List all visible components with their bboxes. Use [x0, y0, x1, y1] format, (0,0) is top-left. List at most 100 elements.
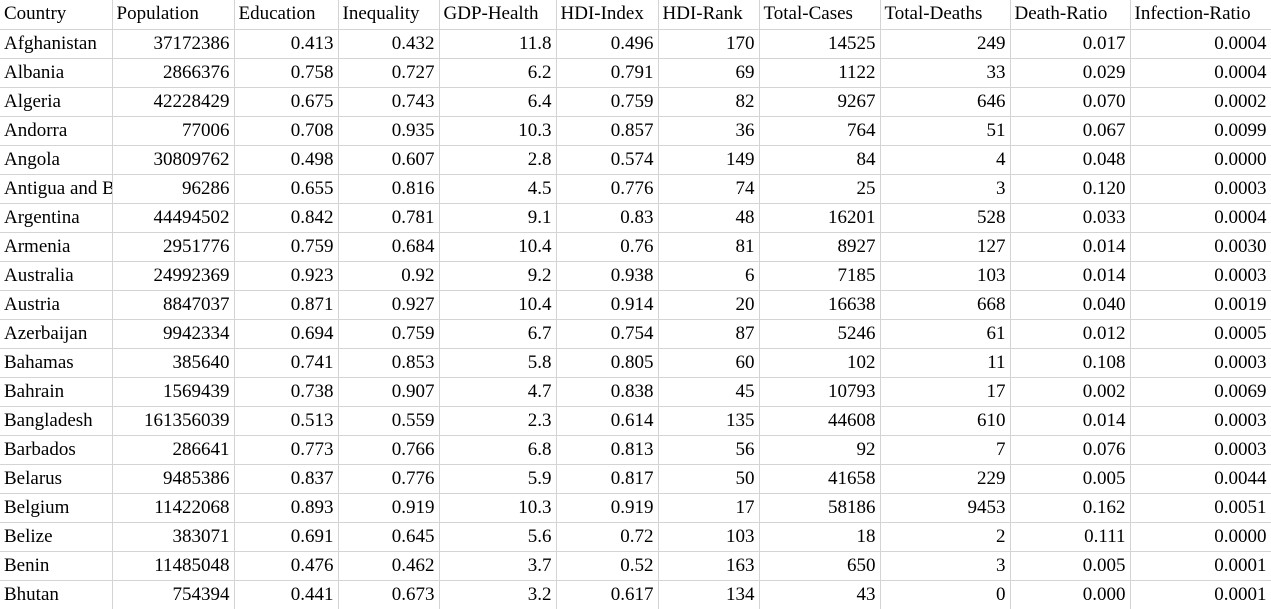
cell-hdi-rank[interactable]: 20: [657, 289, 760, 320]
cell-hdi-index[interactable]: 0.791: [555, 57, 659, 88]
cell-total-deaths[interactable]: 4: [879, 144, 1011, 175]
cell-inequality[interactable]: 0.673: [337, 579, 440, 609]
cell-death-ratio[interactable]: 0.000: [1009, 579, 1131, 609]
column-header-hdi-index[interactable]: HDI-Index: [555, 0, 659, 30]
cell-inequality[interactable]: 0.776: [337, 463, 440, 494]
cell-education[interactable]: 0.708: [233, 115, 339, 146]
cell-country[interactable]: Algeria: [0, 86, 113, 117]
cell-hdi-index[interactable]: 0.838: [555, 376, 659, 407]
cell-education[interactable]: 0.738: [233, 376, 339, 407]
cell-population[interactable]: 11422068: [111, 492, 235, 523]
cell-population[interactable]: 2866376: [111, 57, 235, 88]
cell-total-cases[interactable]: 58186: [758, 492, 881, 523]
cell-gdp-health[interactable]: 5.8: [438, 347, 557, 378]
cell-country[interactable]: Andorra: [0, 115, 113, 146]
cell-total-deaths[interactable]: 11: [879, 347, 1011, 378]
cell-hdi-index[interactable]: 0.759: [555, 86, 659, 117]
cell-total-deaths[interactable]: 17: [879, 376, 1011, 407]
cell-gdp-health[interactable]: 3.7: [438, 550, 557, 581]
cell-total-deaths[interactable]: 249: [879, 28, 1011, 59]
cell-total-cases[interactable]: 84: [758, 144, 881, 175]
cell-infection-ratio[interactable]: 0.0044: [1129, 463, 1271, 494]
cell-hdi-index[interactable]: 0.574: [555, 144, 659, 175]
cell-hdi-rank[interactable]: 87: [657, 318, 760, 349]
cell-education[interactable]: 0.675: [233, 86, 339, 117]
cell-education[interactable]: 0.498: [233, 144, 339, 175]
cell-country[interactable]: Argentina: [0, 202, 113, 233]
cell-hdi-rank[interactable]: 74: [657, 173, 760, 204]
cell-inequality[interactable]: 0.781: [337, 202, 440, 233]
cell-education[interactable]: 0.513: [233, 405, 339, 436]
cell-country[interactable]: Belize: [0, 521, 113, 552]
cell-inequality[interactable]: 0.743: [337, 86, 440, 117]
cell-total-deaths[interactable]: 668: [879, 289, 1011, 320]
cell-gdp-health[interactable]: 4.5: [438, 173, 557, 204]
cell-hdi-index[interactable]: 0.914: [555, 289, 659, 320]
cell-inequality[interactable]: 0.727: [337, 57, 440, 88]
cell-population[interactable]: 8847037: [111, 289, 235, 320]
cell-hdi-rank[interactable]: 170: [657, 28, 760, 59]
cell-inequality[interactable]: 0.92: [337, 260, 440, 291]
cell-gdp-health[interactable]: 10.4: [438, 289, 557, 320]
cell-gdp-health[interactable]: 10.3: [438, 492, 557, 523]
cell-gdp-health[interactable]: 10.3: [438, 115, 557, 146]
cell-death-ratio[interactable]: 0.120: [1009, 173, 1131, 204]
cell-inequality[interactable]: 0.907: [337, 376, 440, 407]
cell-country[interactable]: Bahrain: [0, 376, 113, 407]
cell-population[interactable]: 161356039: [111, 405, 235, 436]
cell-total-deaths[interactable]: 229: [879, 463, 1011, 494]
cell-education[interactable]: 0.758: [233, 57, 339, 88]
column-header-infection-ratio[interactable]: Infection-Ratio: [1129, 0, 1271, 30]
cell-inequality[interactable]: 0.919: [337, 492, 440, 523]
cell-inequality[interactable]: 0.766: [337, 434, 440, 465]
cell-hdi-index[interactable]: 0.754: [555, 318, 659, 349]
cell-infection-ratio[interactable]: 0.0099: [1129, 115, 1271, 146]
cell-population[interactable]: 11485048: [111, 550, 235, 581]
cell-country[interactable]: Barbados: [0, 434, 113, 465]
cell-death-ratio[interactable]: 0.067: [1009, 115, 1131, 146]
cell-country[interactable]: Austria: [0, 289, 113, 320]
cell-country[interactable]: Bhutan: [0, 579, 113, 609]
cell-population[interactable]: 30809762: [111, 144, 235, 175]
cell-hdi-index[interactable]: 0.938: [555, 260, 659, 291]
cell-education[interactable]: 0.923: [233, 260, 339, 291]
cell-total-cases[interactable]: 44608: [758, 405, 881, 436]
cell-hdi-index[interactable]: 0.776: [555, 173, 659, 204]
cell-death-ratio[interactable]: 0.012: [1009, 318, 1131, 349]
cell-hdi-rank[interactable]: 163: [657, 550, 760, 581]
column-header-gdp-health[interactable]: GDP-Health: [438, 0, 557, 30]
cell-infection-ratio[interactable]: 0.0051: [1129, 492, 1271, 523]
cell-hdi-index[interactable]: 0.72: [555, 521, 659, 552]
cell-country[interactable]: Albania: [0, 57, 113, 88]
cell-country[interactable]: Belgium: [0, 492, 113, 523]
cell-death-ratio[interactable]: 0.029: [1009, 57, 1131, 88]
cell-total-cases[interactable]: 650: [758, 550, 881, 581]
cell-gdp-health[interactable]: 5.6: [438, 521, 557, 552]
cell-hdi-rank[interactable]: 48: [657, 202, 760, 233]
cell-inequality[interactable]: 0.759: [337, 318, 440, 349]
cell-population[interactable]: 286641: [111, 434, 235, 465]
cell-country[interactable]: Belarus: [0, 463, 113, 494]
cell-total-cases[interactable]: 1122: [758, 57, 881, 88]
cell-inequality[interactable]: 0.462: [337, 550, 440, 581]
cell-inequality[interactable]: 0.927: [337, 289, 440, 320]
cell-hdi-rank[interactable]: 103: [657, 521, 760, 552]
cell-infection-ratio[interactable]: 0.0030: [1129, 231, 1271, 262]
cell-total-cases[interactable]: 7185: [758, 260, 881, 291]
cell-gdp-health[interactable]: 2.3: [438, 405, 557, 436]
cell-population[interactable]: 385640: [111, 347, 235, 378]
cell-country[interactable]: Azerbaijan: [0, 318, 113, 349]
cell-death-ratio[interactable]: 0.014: [1009, 260, 1131, 291]
cell-inequality[interactable]: 0.935: [337, 115, 440, 146]
cell-hdi-rank[interactable]: 17: [657, 492, 760, 523]
cell-education[interactable]: 0.691: [233, 521, 339, 552]
cell-hdi-rank[interactable]: 69: [657, 57, 760, 88]
cell-hdi-rank[interactable]: 134: [657, 579, 760, 609]
column-header-hdi-rank[interactable]: HDI-Rank: [657, 0, 760, 30]
cell-total-cases[interactable]: 16201: [758, 202, 881, 233]
cell-population[interactable]: 2951776: [111, 231, 235, 262]
cell-country[interactable]: Australia: [0, 260, 113, 291]
cell-country[interactable]: Armenia: [0, 231, 113, 262]
cell-hdi-rank[interactable]: 50: [657, 463, 760, 494]
cell-death-ratio[interactable]: 0.108: [1009, 347, 1131, 378]
